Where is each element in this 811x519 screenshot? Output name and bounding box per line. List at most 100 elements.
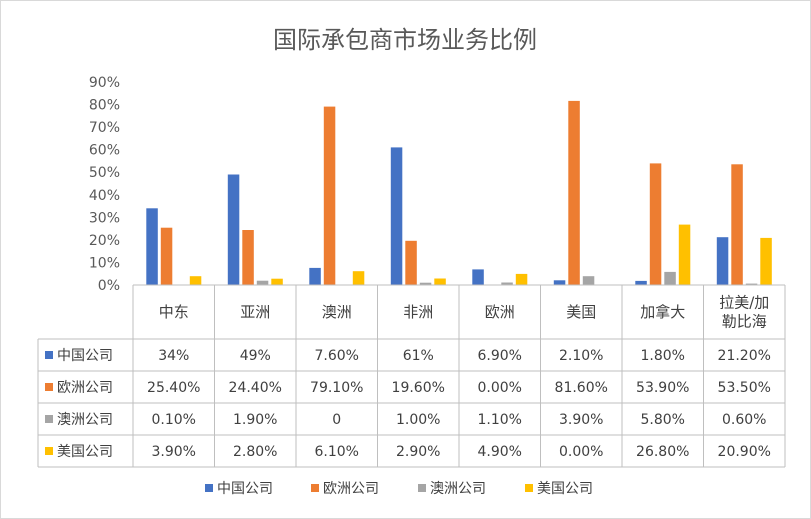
data-label: 1.90% [233,412,277,428]
bar [515,273,528,285]
data-label: 2.80% [233,444,277,460]
data-label: 6.90% [478,348,522,364]
bar [731,164,743,285]
y-tick-label: 80% [89,98,120,114]
data-label: 61% [403,348,434,364]
series-row-label: 澳洲公司 [57,412,113,428]
x-tick-label: 澳洲 [322,303,352,321]
bar [160,227,173,285]
bar [745,283,758,285]
data-label: 53.90% [636,380,689,396]
bar [242,230,254,285]
y-tick-label: 70% [89,120,120,136]
bar [582,276,595,285]
y-tick-label: 20% [89,233,120,249]
data-label: 24.40% [229,380,282,396]
legend-entry: 美国公司 [537,481,593,497]
bar [664,271,676,285]
bar [716,237,729,285]
series-key [45,447,53,455]
data-label: 0.10% [152,412,196,428]
data-label: 3.90% [559,412,603,428]
series-row-label: 美国公司 [57,444,113,460]
bar [352,271,365,285]
chart-title: 国际承包商市场业务比例 [273,26,537,54]
legend-entry: 澳洲公司 [430,481,486,497]
data-label: 2.90% [396,444,440,460]
series-row-label: 中国公司 [57,348,113,364]
x-tick-label: 亚洲 [240,303,270,321]
series-key [45,351,53,359]
data-label: 81.60% [555,380,608,396]
bars [146,100,772,286]
data-label: 49% [240,348,271,364]
bar [472,269,484,285]
bar [146,208,158,285]
data-label: 1.00% [396,412,440,428]
bar [419,282,432,285]
data-label: 26.80% [636,444,689,460]
legend-entry: 欧洲公司 [323,481,379,497]
data-label: 0.00% [559,444,603,460]
x-tick-label: 非洲 [403,303,433,321]
series-key [45,383,53,391]
bar [760,237,772,285]
x-tick-label: 拉美/加勒比海 [719,294,769,331]
bar [309,267,321,285]
x-tick-label: 加拿大 [640,303,685,321]
data-label: 7.60% [315,348,359,364]
data-label: 79.10% [310,380,363,396]
data-label: 21.20% [718,348,771,364]
legend-entry: 中国公司 [217,481,273,497]
bar [189,276,202,285]
series-key [45,415,53,423]
legend-swatch [525,484,533,492]
bar [390,147,403,285]
data-label: 4.90% [478,444,522,460]
legend: 中国公司 欧洲公司 澳洲公司 美国公司 [205,481,593,497]
data-label: 1.10% [478,412,522,428]
data-label: 0 [332,412,341,428]
bar [227,174,240,285]
bar [553,280,566,285]
data-label: 25.40% [147,380,200,396]
bar [323,106,336,285]
y-tick-label: 30% [89,210,120,226]
data-label: 0.00% [478,380,522,396]
x-tick-label: 美国 [566,303,596,321]
data-label: 19.60% [392,380,445,396]
y-tick-label: 50% [89,165,120,181]
x-tick-label: 欧洲 [485,303,515,321]
data-label: 0.60% [722,412,766,428]
bar [649,163,662,285]
y-tick-label: 10% [89,255,120,271]
legend-swatch [311,484,319,492]
bar [271,278,283,285]
data-label: 34% [158,348,189,364]
data-label: 2.10% [559,348,603,364]
bar [568,100,580,286]
y-tick-label: 60% [89,143,120,159]
bar [635,280,647,285]
legend-swatch [418,484,426,492]
data-label: 1.80% [641,348,685,364]
bar [434,278,446,285]
x-tick-label: 中东 [159,303,189,321]
bar [678,224,691,285]
legend-swatch [205,484,213,492]
data-label: 53.50% [718,380,771,396]
data-label: 6.10% [315,444,359,460]
y-tick-label: 90% [89,75,120,91]
data-label: 20.90% [718,444,771,460]
bar [405,240,417,285]
bar [501,282,513,285]
series-row-label: 欧洲公司 [57,380,113,396]
y-axis: 0% 10% 20% 30% 40% 50% 60% 70% 80% 90% [89,75,120,294]
data-label: 5.80% [641,412,685,428]
bar [256,280,269,285]
y-tick-label: 0% [98,278,120,294]
data-label: 3.90% [152,444,196,460]
y-tick-label: 40% [89,188,120,204]
